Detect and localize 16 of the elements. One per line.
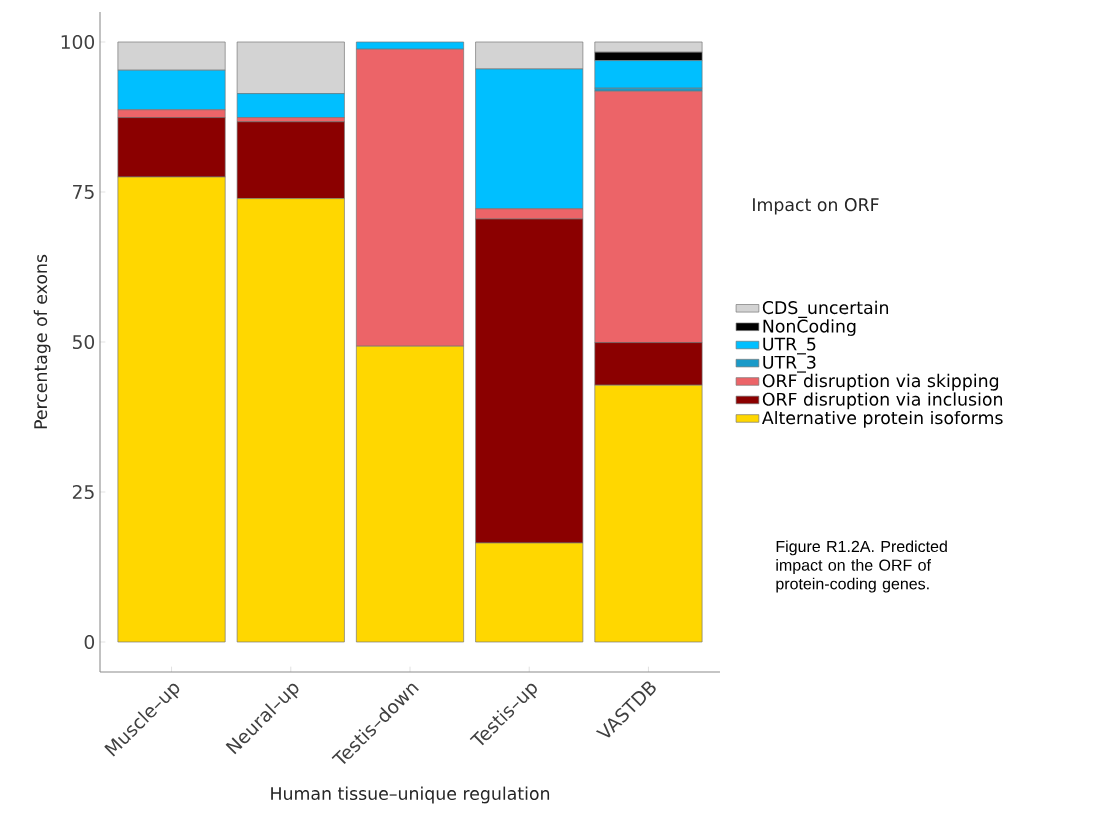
legend-title: Impact on ORF (753, 198, 879, 215)
legend-label: UTR_5 (763, 337, 816, 355)
legend-label: CDS_uncertain (762, 300, 889, 318)
y-tick-label: 100 (61, 34, 95, 50)
caption: Figure R1.2A. Predicted impact on the ORF of protein-coding genes. (776, 540, 947, 593)
legend-label: UTR_3 (763, 355, 816, 373)
y-axis-title: Percentage of exons (33, 254, 51, 429)
legend-label: ORF disruption via skipping (762, 373, 999, 391)
legend-label: Alternative protein isoforms (761, 410, 1003, 428)
legend-label: ORF disruption via inclusion (762, 392, 1003, 410)
y-tick-label: 75 (73, 185, 94, 199)
y-tick-label: 25 (72, 484, 94, 500)
y-tick-label: 0 (84, 634, 95, 650)
legend-label: NonCoding (763, 319, 856, 336)
y-tick-label: 50 (72, 334, 95, 350)
x-axis-title: Human tissue–unique regulation (271, 786, 550, 804)
